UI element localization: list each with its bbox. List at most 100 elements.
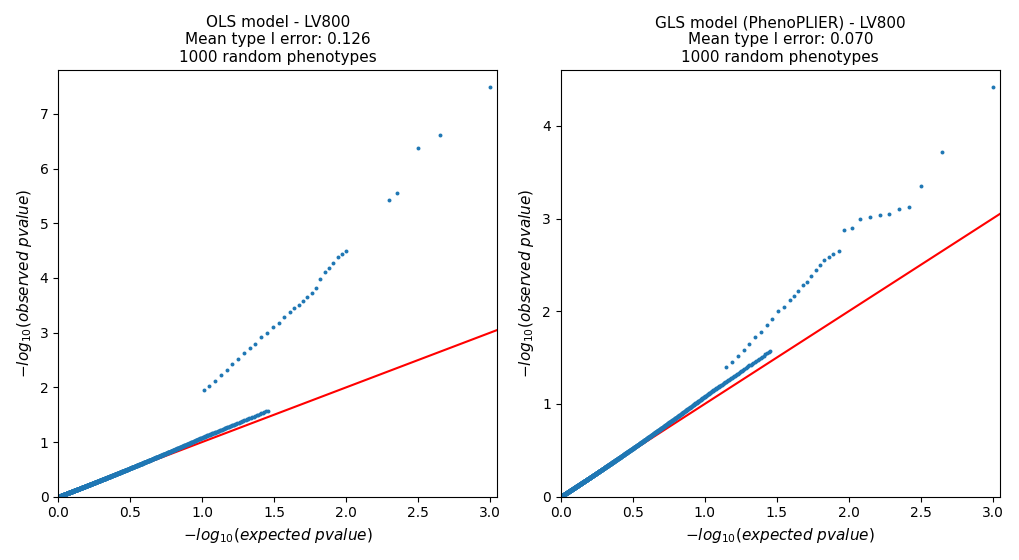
Point xyxy=(581,473,597,482)
Point xyxy=(672,410,688,419)
Point xyxy=(642,431,658,440)
Point xyxy=(166,445,182,454)
Point xyxy=(182,438,199,447)
Point xyxy=(636,436,652,445)
Point xyxy=(576,477,592,486)
Point xyxy=(673,409,689,418)
Point xyxy=(583,472,599,480)
Point xyxy=(572,479,588,488)
Point xyxy=(97,474,113,483)
Point xyxy=(684,402,700,410)
Point xyxy=(555,490,572,499)
Point xyxy=(79,480,96,489)
Point xyxy=(553,491,570,500)
Point xyxy=(312,274,328,283)
Point xyxy=(603,458,620,467)
Point xyxy=(92,476,108,485)
Point xyxy=(64,487,81,496)
Point xyxy=(93,475,109,484)
Point xyxy=(50,492,66,501)
Point xyxy=(571,480,587,489)
Point xyxy=(98,474,114,483)
Point xyxy=(565,484,581,493)
Point xyxy=(588,468,604,477)
Point xyxy=(559,487,576,496)
Point xyxy=(575,478,591,487)
Point xyxy=(189,436,205,445)
Point xyxy=(578,475,594,484)
Point xyxy=(85,479,101,488)
Point xyxy=(575,478,591,487)
Point xyxy=(128,461,145,470)
Point xyxy=(581,473,597,482)
Point xyxy=(605,457,622,466)
Point xyxy=(158,449,174,458)
Point xyxy=(114,467,130,476)
Point xyxy=(106,470,122,479)
Point xyxy=(649,426,665,435)
Point xyxy=(116,466,132,475)
Point xyxy=(566,483,582,492)
Point xyxy=(554,491,571,500)
Point xyxy=(588,469,604,478)
Point xyxy=(621,446,637,455)
Point xyxy=(76,482,93,491)
Point xyxy=(626,443,642,452)
Point xyxy=(594,465,610,474)
Point xyxy=(127,461,144,470)
Point xyxy=(555,491,572,500)
Point xyxy=(56,490,72,499)
Point xyxy=(169,444,185,453)
Point xyxy=(78,481,95,490)
Point xyxy=(570,481,586,490)
Point xyxy=(71,484,88,493)
Point xyxy=(165,446,181,455)
Point xyxy=(579,474,595,483)
Point xyxy=(732,367,748,376)
Point xyxy=(213,426,229,435)
Point xyxy=(613,451,630,460)
Point xyxy=(807,265,823,274)
Point xyxy=(552,492,569,501)
Point xyxy=(164,446,180,455)
Point xyxy=(193,433,209,442)
Point xyxy=(94,475,110,484)
Point xyxy=(60,488,76,497)
Point xyxy=(94,475,110,484)
Point xyxy=(671,411,687,420)
Point xyxy=(205,428,221,437)
Point xyxy=(201,431,217,440)
Point xyxy=(84,479,100,488)
Point xyxy=(113,467,129,476)
Point xyxy=(719,376,736,385)
Point xyxy=(174,442,191,451)
Point xyxy=(658,419,675,428)
Point xyxy=(104,471,120,480)
Point xyxy=(600,460,616,469)
Point xyxy=(73,483,90,492)
Point xyxy=(585,470,601,479)
Point xyxy=(95,475,111,484)
Point xyxy=(62,488,78,497)
Point xyxy=(663,416,680,425)
Point xyxy=(581,473,597,482)
Point xyxy=(552,492,569,501)
Point xyxy=(52,491,68,500)
Point xyxy=(54,491,70,500)
Point xyxy=(320,264,336,273)
Point xyxy=(143,455,159,464)
Point xyxy=(93,475,109,484)
Point xyxy=(119,465,136,474)
Point xyxy=(75,482,92,491)
Point xyxy=(575,478,591,487)
Point xyxy=(78,481,95,490)
Point xyxy=(79,481,96,490)
Point xyxy=(117,466,133,475)
Point xyxy=(714,379,731,388)
Point xyxy=(597,463,613,472)
Point xyxy=(154,451,170,460)
Point xyxy=(620,447,636,456)
Point xyxy=(91,477,107,486)
Point xyxy=(123,464,140,473)
Point xyxy=(890,205,906,214)
